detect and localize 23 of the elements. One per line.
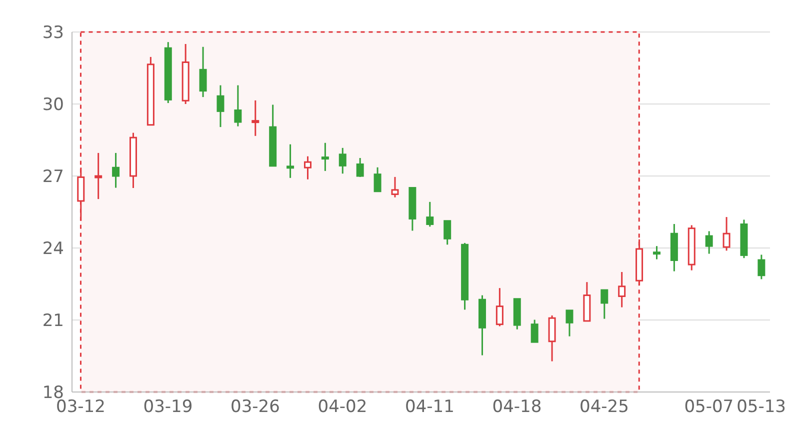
x-tick-label: 04-02 [318, 397, 368, 418]
candlestick [286, 144, 294, 179]
candlestick [252, 100, 260, 137]
x-tick-label: 03-19 [143, 397, 193, 418]
candlestick [77, 166, 85, 222]
x-tick-label: 04-25 [580, 397, 629, 418]
candlestick [216, 84, 224, 128]
x-tick-label: 05-07 [684, 397, 734, 418]
x-tick-label: 04-11 [405, 397, 454, 418]
candlestick [618, 271, 626, 308]
y-tick-label: 33 [42, 23, 64, 44]
candlestick [112, 152, 120, 189]
y-tick-label: 30 [42, 95, 64, 116]
candlestick [705, 230, 713, 255]
candlestick [94, 152, 102, 200]
x-tick-label: 05-13 [736, 397, 786, 418]
candlestick [670, 223, 678, 272]
y-tick-label: 21 [42, 311, 64, 332]
x-tick-label: 03-26 [230, 397, 280, 418]
y-tick-label: 27 [42, 167, 64, 188]
candlestick [321, 142, 329, 172]
y-tick-label: 24 [42, 239, 64, 260]
x-tick-label: 04-18 [492, 397, 542, 418]
